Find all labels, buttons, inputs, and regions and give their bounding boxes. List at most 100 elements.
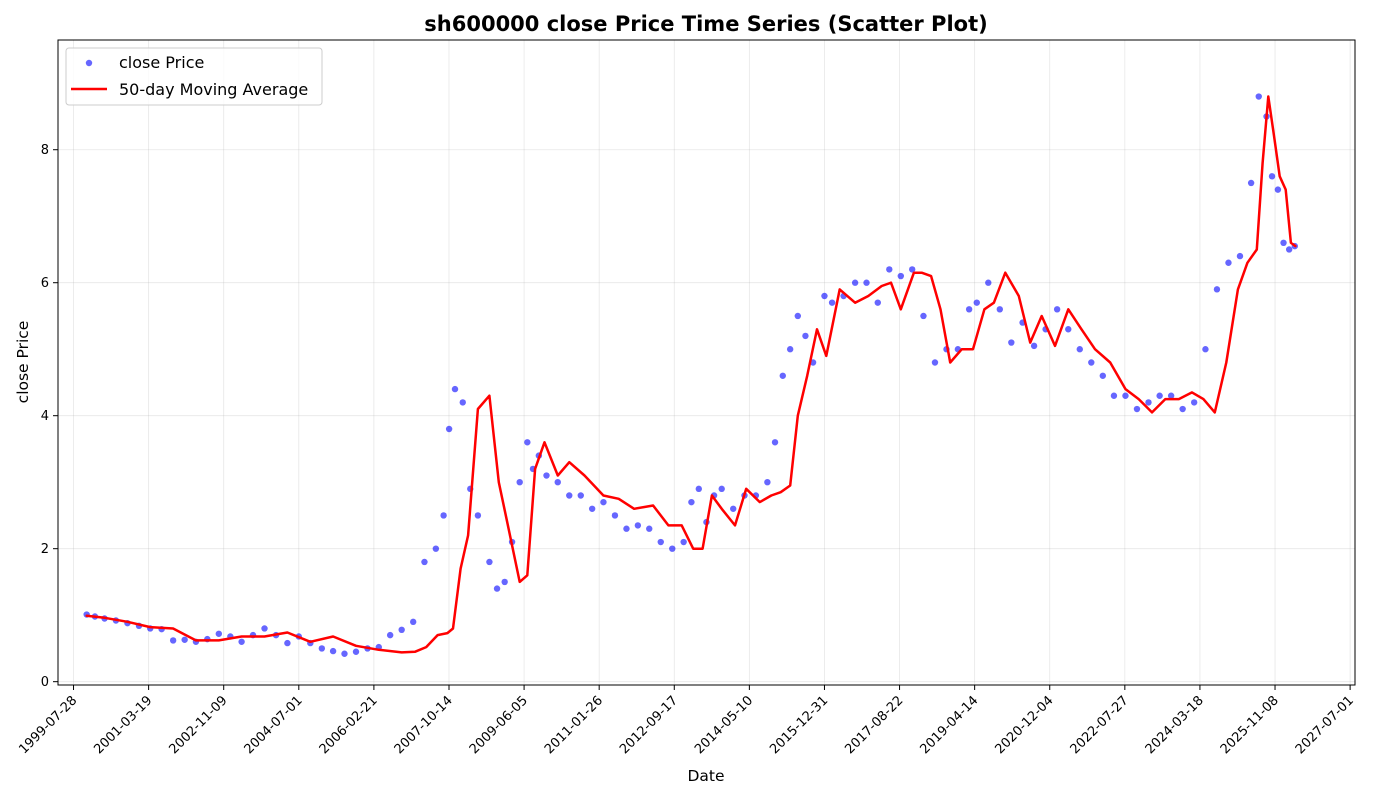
close-price-point [680,538,687,546]
close-price-point [386,631,394,639]
close-price-point [965,306,973,313]
close-price-point [486,558,493,566]
close-price-point [657,538,664,546]
y-tick-label: 8 [41,143,49,158]
close-price-point [318,645,326,652]
legend-scatter-marker [85,59,93,67]
moving-average-layer [85,95,1297,654]
legend-frame [65,47,323,106]
close-price-point [341,650,348,657]
close-price-point [516,478,523,486]
close-price-point [985,279,992,286]
legend: close Price 50-day Moving Average [65,47,323,106]
close-price-point [1088,359,1095,366]
close-price-point [779,372,786,379]
close-price-point [566,492,573,499]
y-tick-label: 6 [41,276,49,291]
close-price-point [996,306,1004,313]
y-tick-label: 0 [41,675,49,690]
close-price-point [169,637,177,644]
close-price-point [821,292,828,300]
close-price-point [1268,173,1276,180]
close-price-point [1122,392,1129,399]
close-price-point [1156,392,1163,399]
scatter-layer [83,93,1298,657]
close-price-point [1030,342,1038,350]
close-price-point [931,359,939,366]
close-price-point [445,425,453,433]
plot-frame [57,39,1356,686]
y-tick-label: 4 [41,409,49,424]
close-price-point [669,545,676,552]
close-price-point [1110,392,1118,399]
close-price-point [261,625,268,632]
close-price-point [421,558,428,566]
close-price-point [215,630,223,637]
close-price-point [863,279,870,286]
close-price-point [1247,179,1255,187]
close-price-point [1285,246,1293,253]
close-price-point [1145,399,1152,406]
close-price-point [543,472,550,479]
close-price-point [1133,405,1141,413]
close-price-point [794,312,802,320]
close-price-point [886,266,893,273]
y-tick-label: 2 [41,542,49,557]
close-price-point [459,399,466,406]
close-price-point [181,636,188,643]
close-price-point [828,299,836,306]
close-price-point [764,478,771,486]
close-price-point [238,638,245,645]
close-price-point [1190,399,1198,406]
close-price-point [501,578,508,586]
close-price-point [588,505,596,512]
legend-label-close-price: close Price [119,53,204,72]
close-price-point [1053,306,1061,313]
close-price-point [1225,259,1232,266]
close-price-point [973,299,980,306]
close-price-point [611,512,619,519]
close-price-point [352,648,360,655]
close-price-point [1236,252,1244,260]
close-price-point [730,505,737,512]
close-price-point [695,485,703,493]
close-price-point [493,585,501,592]
close-price-point [524,439,531,446]
close-price-point [688,498,695,506]
chart-title: sh600000 close Price Time Series (Scatte… [424,12,987,36]
close-price-point [908,266,916,273]
close-price-point [802,332,809,340]
close-price-point [284,639,291,647]
close-price-point [1167,392,1175,399]
close-price-point [1280,239,1287,247]
close-price-point [1008,339,1015,346]
close-price-point [600,498,607,506]
close-price-point [409,618,417,626]
close-price-point [1255,93,1262,100]
legend-label-moving-average: 50-day Moving Average [119,80,308,99]
close-price-point [1065,326,1072,333]
close-price-point [786,346,794,353]
x-axis-label: Date [687,767,724,785]
close-price-point [920,312,927,320]
close-price-point [398,626,405,634]
moving-average-line [85,95,1297,654]
close-price-point [1076,346,1083,353]
close-price-point [851,279,859,286]
close-price-point [623,525,630,532]
close-price-point [718,485,725,493]
close-price-point [1179,405,1186,413]
close-price-point [474,512,482,519]
grid-layer [58,40,1355,685]
close-price-point [874,299,881,306]
close-price-point [771,439,779,446]
close-price-point [577,492,584,499]
close-price-point [1202,346,1209,353]
close-price-point [897,272,905,280]
close-price-point [440,512,447,519]
close-price-point [554,478,561,486]
close-price-point [1274,186,1282,193]
